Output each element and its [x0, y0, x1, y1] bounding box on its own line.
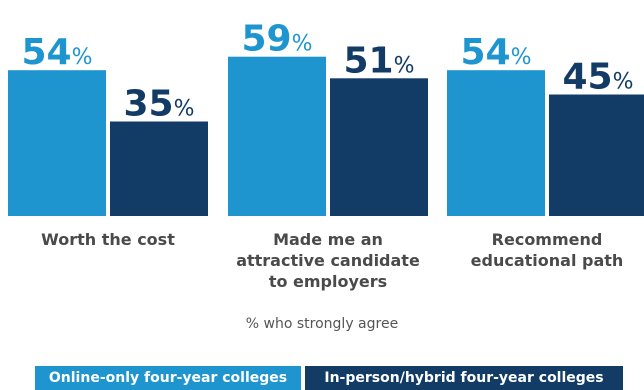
data-label-online-only-1: 54%	[21, 32, 92, 73]
category-label-line: educational path	[470, 251, 624, 270]
bar-in-person-hybrid-2	[330, 78, 428, 216]
category-label-line: attractive candidate	[236, 251, 420, 270]
category-label-line: Recommend	[491, 230, 603, 249]
bar-online-only-2	[228, 56, 326, 217]
chart-note: % who strongly agree	[245, 316, 399, 332]
data-label-in-person-hybrid-3: 45%	[562, 57, 633, 98]
category-label-2: Made me an attractive candidate to employe…	[218, 229, 438, 292]
data-label-in-person-hybrid-2: 51%	[343, 40, 414, 81]
data-label-in-person-hybrid-1: 35%	[123, 84, 194, 125]
bar-chart: 54% 35% 59% 51% 54% 45%	[8, 19, 644, 217]
category-label-3: Recommend educational path	[437, 229, 644, 271]
bar-in-person-hybrid-3	[549, 94, 644, 216]
legend-in-person-hybrid: In-person/hybrid four-year colleges	[305, 366, 623, 390]
legend-online-only: Online-only four-year colleges	[35, 366, 301, 390]
data-label-online-only-2: 59%	[241, 19, 312, 60]
category-label-1: Worth the cost	[0, 229, 218, 250]
category-label-line: Worth the cost	[41, 230, 175, 249]
data-label-online-only-3: 54%	[460, 32, 531, 73]
category-label-line: to employers	[268, 272, 388, 291]
bar-online-only-3	[447, 70, 545, 216]
bar-in-person-hybrid-1	[110, 121, 208, 216]
category-label-line: Made me an	[273, 230, 383, 249]
bar-online-only-1	[8, 70, 106, 216]
